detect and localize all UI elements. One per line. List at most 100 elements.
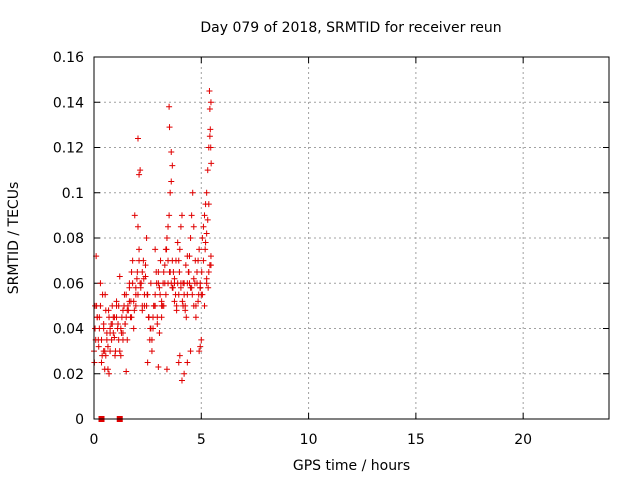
data-point [207,99,214,106]
data-point [184,291,191,298]
data-point [167,268,174,275]
data-point [175,359,182,366]
data-point [137,167,144,174]
data-point [128,268,135,275]
y-axis-label: SRMTID / TECUs [6,182,22,295]
data-point [111,334,118,341]
data-point [102,291,109,298]
data-point [168,149,175,156]
data-point [178,212,185,219]
data-point [158,314,165,321]
data-point [208,160,215,167]
x-tick-label: 0 [90,432,99,448]
data-point [163,235,170,241]
data-point [165,223,172,230]
data-point [203,189,210,196]
data-point [199,291,206,298]
data-point [196,348,203,355]
data-point [189,189,196,196]
data-point [129,280,136,287]
data-point [105,307,112,314]
data-point [104,343,111,350]
data-point [166,103,173,110]
data-point [205,268,212,275]
x-tick-label: 10 [300,432,318,448]
data-point [180,302,187,309]
data-point [167,189,174,196]
data-point [152,246,159,253]
data-point [200,223,207,230]
y-tick-label: 0.12 [53,141,84,157]
y-tick-label: 0.14 [53,95,84,111]
data-point [124,302,131,309]
data-point [133,275,140,282]
data-point [137,280,144,287]
data-point [178,377,185,384]
data-point [206,106,213,113]
data-point [137,284,144,291]
data-point [201,212,208,219]
x-axis-label: GPS time / hours [293,458,410,474]
data-point [184,253,191,260]
data-point [113,314,120,321]
data-point [123,368,130,375]
y-tick-label: 0.1 [62,186,84,202]
x-tick-label: 20 [514,432,532,448]
data-point [198,268,205,275]
data-point [195,298,202,305]
data-point [207,126,214,133]
data-point [106,370,113,377]
data-point [100,348,107,355]
data-point [155,268,162,275]
data-point [190,223,197,230]
data-point [200,257,207,264]
chart-title: Day 079 of 2018, SRMTID for receiver reu… [200,20,501,36]
data-point [176,246,183,253]
data-point [176,268,183,275]
data-point [172,257,179,264]
data-point [166,212,173,219]
data-point [163,366,170,373]
data-point [121,291,128,298]
data-point [132,302,139,309]
data-point [131,212,138,219]
data-point [196,246,203,253]
data-point [144,359,151,366]
data-point [98,336,105,343]
data-point [142,262,149,269]
data-point [100,320,107,327]
data-point [136,246,143,253]
data-point [177,280,184,287]
data-point [107,330,114,337]
data-point [117,325,124,332]
data-point [198,336,205,343]
data-point [175,291,182,298]
data-point [136,257,143,264]
x-tick-label: 15 [407,432,425,448]
data-point [134,223,141,230]
data-point [192,314,199,321]
data-point [186,280,193,287]
plot-frame [93,56,610,420]
data-point [190,275,197,282]
data-point [143,302,150,309]
data-point [202,239,209,246]
data-point [171,298,178,305]
y-tick-label: 0.16 [53,50,84,66]
y-tick-label: 0 [75,412,84,428]
data-point [169,162,176,169]
grid [94,57,609,419]
data-point [134,291,141,298]
data-point [205,201,212,208]
data-point [95,343,102,350]
data-point [190,302,197,309]
y-tick-label: 0.06 [53,276,84,292]
data-point [139,307,146,314]
data-point [92,302,99,309]
data-point [102,352,109,359]
data-point [152,302,159,309]
data-point [183,314,190,321]
data-point [134,135,141,142]
data-point [160,268,167,275]
